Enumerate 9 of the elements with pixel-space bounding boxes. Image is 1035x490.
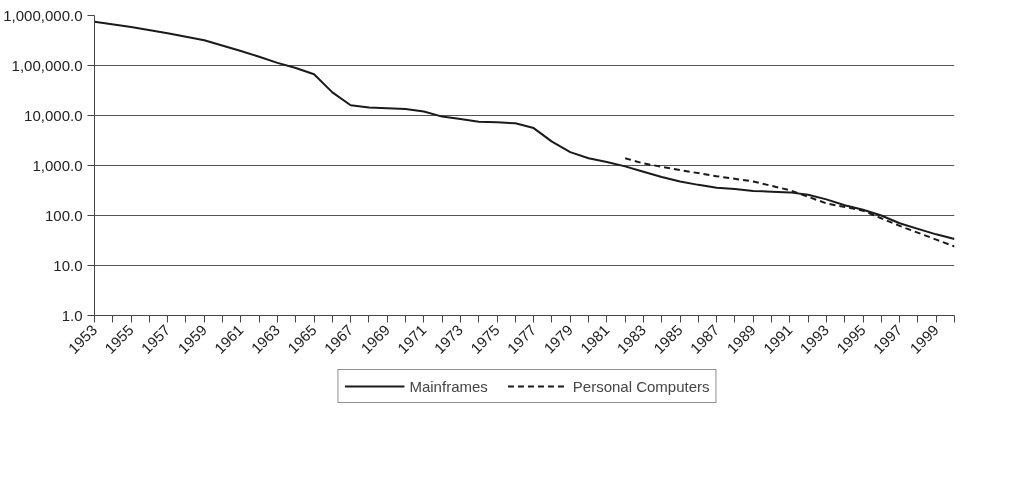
y-tick-label: 1,000.0 [32, 156, 83, 174]
y-tick-label: 1,00,000.0 [11, 56, 83, 74]
y-tick-label: 10,000.0 [24, 106, 83, 124]
legend-label: Mainframes [409, 377, 488, 395]
y-tick-label: 100.0 [44, 206, 83, 224]
y-tick-label: 10.0 [53, 256, 83, 274]
legend-label: Personal Computers [572, 377, 710, 395]
y-tick-label: 1.0 [61, 306, 83, 324]
y-tick-label: 1,000,000.0 [3, 6, 83, 24]
